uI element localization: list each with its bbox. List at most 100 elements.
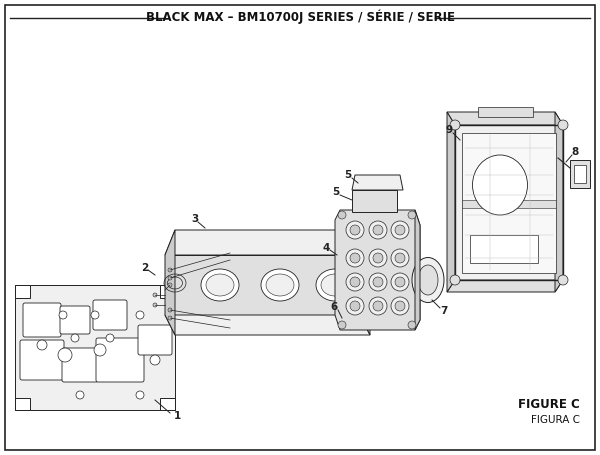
Circle shape (450, 120, 460, 130)
Circle shape (37, 340, 47, 350)
Circle shape (369, 273, 387, 291)
Text: 4: 4 (322, 243, 329, 253)
Circle shape (558, 120, 568, 130)
Circle shape (346, 249, 364, 267)
Circle shape (136, 391, 144, 399)
Circle shape (346, 221, 364, 239)
Circle shape (395, 277, 405, 287)
Circle shape (395, 253, 405, 263)
Ellipse shape (316, 269, 354, 301)
Circle shape (373, 301, 383, 311)
Circle shape (395, 225, 405, 235)
Circle shape (168, 316, 172, 320)
Bar (570, 160, 590, 188)
Text: 2: 2 (142, 263, 149, 273)
Circle shape (150, 355, 160, 365)
Circle shape (168, 276, 172, 280)
Bar (574, 165, 586, 183)
Polygon shape (15, 285, 175, 410)
FancyBboxPatch shape (62, 348, 98, 382)
Circle shape (153, 293, 157, 297)
Ellipse shape (473, 155, 527, 215)
Bar (470, 235, 538, 263)
Circle shape (58, 348, 72, 362)
Ellipse shape (418, 265, 438, 295)
Circle shape (338, 211, 346, 219)
Text: 9: 9 (445, 125, 452, 135)
Text: 5: 5 (332, 187, 340, 197)
Circle shape (558, 275, 568, 285)
Circle shape (350, 225, 360, 235)
Polygon shape (555, 112, 563, 292)
Bar (455, 125, 563, 280)
Bar (478, 107, 533, 117)
Ellipse shape (261, 269, 299, 301)
Circle shape (373, 277, 383, 287)
Circle shape (391, 249, 409, 267)
Circle shape (91, 311, 99, 319)
Circle shape (395, 301, 405, 311)
Circle shape (391, 221, 409, 239)
Polygon shape (360, 230, 370, 335)
Polygon shape (335, 210, 420, 330)
Polygon shape (447, 112, 455, 292)
Circle shape (346, 273, 364, 291)
Text: 1: 1 (174, 411, 181, 421)
Text: 3: 3 (191, 214, 199, 224)
Text: BLACK MAX – BM10700J SERIES / SÉRIE / SERIE: BLACK MAX – BM10700J SERIES / SÉRIE / SE… (146, 10, 455, 24)
Polygon shape (165, 230, 175, 335)
Circle shape (338, 321, 346, 329)
Circle shape (136, 311, 144, 319)
FancyBboxPatch shape (93, 300, 127, 330)
Circle shape (408, 211, 416, 219)
Polygon shape (15, 398, 30, 410)
Circle shape (373, 225, 383, 235)
Circle shape (94, 344, 106, 356)
FancyBboxPatch shape (23, 303, 61, 337)
Bar (462, 133, 556, 273)
Bar (352, 190, 397, 212)
FancyBboxPatch shape (96, 338, 144, 382)
Circle shape (168, 268, 172, 272)
FancyBboxPatch shape (20, 340, 64, 380)
Ellipse shape (351, 278, 369, 292)
Polygon shape (165, 315, 370, 335)
Ellipse shape (412, 258, 444, 303)
Circle shape (59, 311, 67, 319)
FancyBboxPatch shape (60, 306, 90, 334)
Text: 8: 8 (571, 147, 578, 157)
Polygon shape (160, 285, 175, 298)
Circle shape (106, 334, 114, 342)
Polygon shape (165, 255, 360, 315)
Circle shape (71, 334, 79, 342)
Circle shape (369, 297, 387, 315)
Circle shape (346, 297, 364, 315)
Circle shape (153, 303, 157, 307)
Circle shape (369, 221, 387, 239)
Circle shape (450, 275, 460, 285)
Circle shape (350, 277, 360, 287)
FancyBboxPatch shape (138, 325, 172, 355)
Text: FIGURA C: FIGURA C (531, 415, 580, 425)
Ellipse shape (206, 274, 234, 296)
Text: 6: 6 (331, 302, 338, 312)
Ellipse shape (266, 274, 294, 296)
Polygon shape (352, 175, 403, 190)
Text: 5: 5 (344, 170, 352, 180)
Circle shape (168, 283, 172, 287)
Circle shape (350, 253, 360, 263)
Circle shape (408, 321, 416, 329)
Bar (462, 200, 556, 208)
Circle shape (391, 297, 409, 315)
Polygon shape (165, 230, 370, 255)
Circle shape (76, 391, 84, 399)
Circle shape (350, 301, 360, 311)
Ellipse shape (201, 269, 239, 301)
Circle shape (168, 308, 172, 312)
Polygon shape (447, 112, 563, 125)
Polygon shape (447, 280, 563, 292)
Circle shape (391, 273, 409, 291)
Bar (455, 125, 563, 280)
Circle shape (373, 253, 383, 263)
Text: 7: 7 (440, 306, 448, 316)
